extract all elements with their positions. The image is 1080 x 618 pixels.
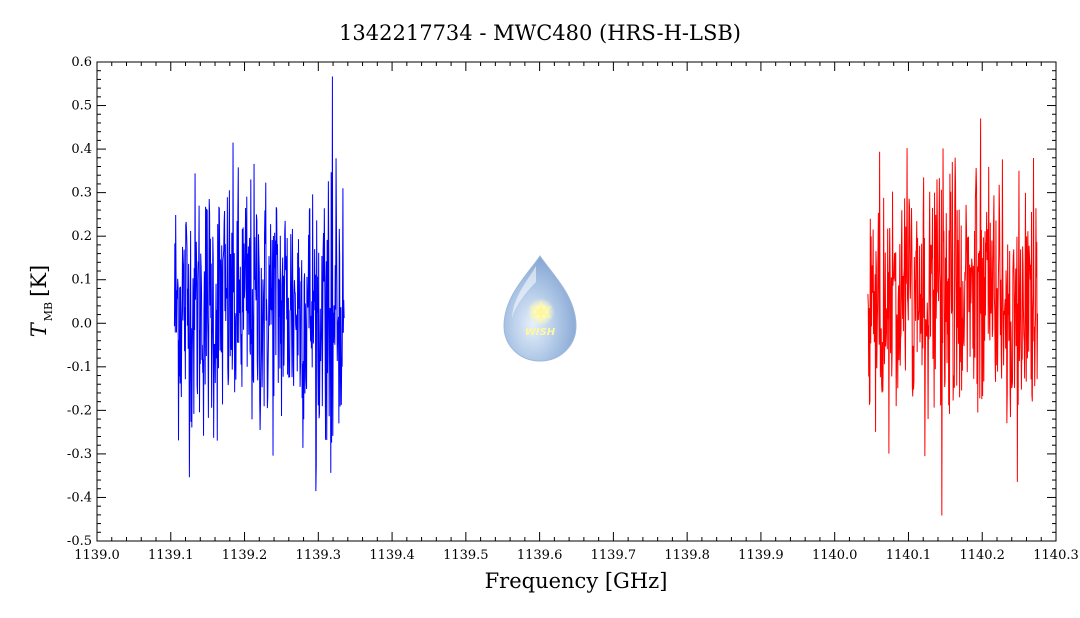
x-tick-label: 1140.2 bbox=[959, 548, 1005, 563]
x-axis-label: Frequency [GHz] bbox=[485, 569, 668, 593]
y-tick-label: -0.5 bbox=[67, 534, 92, 549]
x-tick-label: 1139.1 bbox=[148, 548, 194, 563]
x-tick-label: 1140.1 bbox=[886, 548, 932, 563]
y-tick-label: 0.2 bbox=[71, 229, 92, 244]
blue-spectrum-line bbox=[173, 76, 345, 492]
x-tick-label: 1139.8 bbox=[664, 548, 710, 563]
wish-logo: WISH bbox=[503, 255, 577, 362]
x-axis: 1139.0 1139.1 1139.2 1139.3 1139.4 1139.5 1139… bbox=[74, 62, 1079, 563]
x-tick-label: 1139.0 bbox=[74, 548, 120, 563]
x-tick-label: 1140.3 bbox=[1033, 548, 1079, 563]
y-tick-label: -0.1 bbox=[67, 360, 92, 375]
wish-star-icon bbox=[530, 300, 552, 324]
y-axis-label-symbol: T bbox=[27, 321, 51, 337]
plot-series bbox=[173, 76, 1039, 516]
y-tick-label: 0.1 bbox=[71, 273, 92, 288]
chart-title: 1342217734 - MWC480 (HRS-H-LSB) bbox=[339, 21, 741, 45]
x-tick-label: 1139.6 bbox=[517, 548, 563, 563]
x-tick-label: 1139.7 bbox=[591, 548, 637, 563]
y-tick-label: 0.4 bbox=[71, 142, 92, 157]
y-tick-label: -0.3 bbox=[67, 447, 92, 462]
y-axis-label-subscript: MB bbox=[42, 302, 55, 321]
y-tick-label: 0.0 bbox=[71, 316, 92, 331]
y-axis: 0.6 0.5 0.4 0.3 0.2 0.1 0.0 -0.1 -0.2 -0.3 -0.4 -0.… bbox=[67, 55, 1056, 549]
x-tick-label: 1139.4 bbox=[369, 548, 415, 563]
y-tick-label: -0.4 bbox=[67, 490, 92, 505]
y-tick-label: 0.6 bbox=[71, 55, 92, 70]
x-tick-label: 1139.5 bbox=[443, 548, 489, 563]
svg-text:TMB[K]: TMB [K] bbox=[27, 265, 55, 337]
y-axis-label: TMB [K] bbox=[27, 265, 55, 337]
x-tick-label: 1139.9 bbox=[738, 548, 784, 563]
plot-frame bbox=[96, 61, 1057, 542]
wish-drop-highlight-icon bbox=[512, 266, 536, 320]
red-spectrum-line bbox=[867, 118, 1039, 516]
wish-logo-text: WISH bbox=[525, 327, 556, 338]
y-tick-label: 0.5 bbox=[71, 99, 92, 114]
y-tick-label: 0.3 bbox=[71, 186, 92, 201]
x-tick-label: 1139.2 bbox=[222, 548, 268, 563]
y-axis-label-unit: [K] bbox=[27, 265, 51, 297]
x-tick-label: 1140.0 bbox=[812, 548, 858, 563]
x-tick-label: 1139.3 bbox=[296, 548, 342, 563]
y-tick-label: -0.2 bbox=[67, 403, 92, 418]
